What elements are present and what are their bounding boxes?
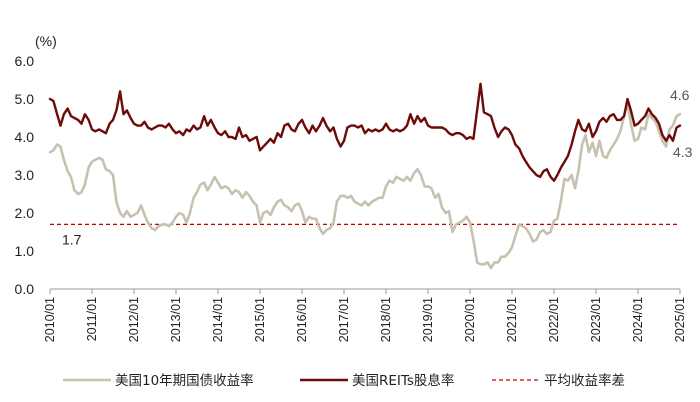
x-tick-label: 2023/01 — [589, 297, 603, 342]
x-tick-label: 2019/01 — [421, 297, 435, 342]
x-tick-label: 2013/01 — [169, 297, 183, 342]
treasury-yield-line — [48, 101, 682, 270]
reits-end-label: 4.3 — [673, 144, 693, 160]
x-tick-label: 2014/01 — [211, 297, 225, 342]
x-tick-label: 2016/01 — [295, 297, 309, 342]
y-tick-label: 0.0 — [15, 281, 35, 297]
x-tick-label: 2022/01 — [547, 297, 561, 342]
x-tick-label: 2018/01 — [379, 297, 393, 342]
x-tick-label: 2012/01 — [127, 297, 141, 342]
x-tick-label: 2020/01 — [463, 297, 477, 342]
y-tick-label: 2.0 — [15, 205, 35, 221]
legend: 美国10年期国债收益率 美国REITs股息率 平均收益率差 — [63, 372, 625, 389]
x-tick-label: 2015/01 — [253, 297, 267, 342]
x-tick-label: 2010/01 — [43, 297, 57, 342]
annotations: 1.7 4.6 4.3 — [62, 87, 693, 247]
legend-item-reits: 美国REITs股息率 — [300, 372, 454, 389]
legend-label: 美国10年期国债收益率 — [115, 372, 254, 389]
reits-dividend-line — [48, 82, 682, 182]
x-axis: 2010/01 2011/01 2012/01 2013/01 2014/01 2015/… — [43, 288, 687, 342]
y-tick-label: 1.0 — [15, 243, 35, 259]
x-tick-label: 2025/01 — [673, 297, 687, 342]
x-tick-label: 2024/01 — [631, 297, 645, 342]
legend-item-treasury: 美国10年期国债收益率 — [63, 372, 254, 389]
legend-item-average: 平均收益率差 — [492, 372, 625, 389]
y-tick-label: 6.0 — [15, 53, 35, 69]
x-tick-label: 2017/01 — [337, 297, 351, 342]
treasury-end-label: 4.6 — [670, 87, 690, 103]
y-tick-label: 3.0 — [15, 167, 35, 183]
y-tick-label: 4.0 — [15, 129, 35, 145]
average-value-label: 1.7 — [62, 231, 82, 247]
legend-label: 美国REITs股息率 — [352, 372, 454, 389]
plot-area — [48, 82, 682, 270]
x-tick-label: 2011/01 — [85, 297, 99, 341]
legend-label: 平均收益率差 — [544, 372, 625, 389]
y-axis-label: (%) — [35, 33, 57, 49]
y-tick-label: 5.0 — [15, 91, 35, 107]
y-axis: (%) 0.0 1.0 2.0 3.0 4.0 5.0 6.0 — [15, 33, 57, 297]
x-tick-label: 2021/01 — [505, 297, 519, 342]
